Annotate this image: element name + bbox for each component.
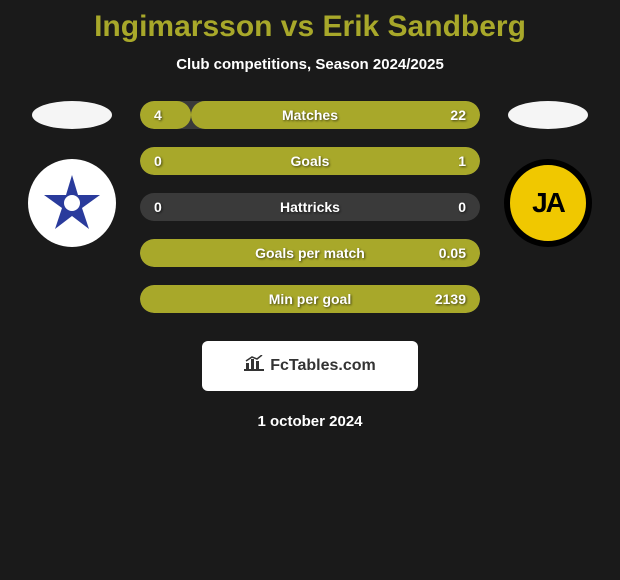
star-icon <box>42 173 102 233</box>
left-flag-icon <box>32 101 112 129</box>
stats-bars: 4 Matches 22 0 Goals 1 0 Hattricks 0 Goals per ma… <box>140 101 480 313</box>
right-flag-icon <box>508 101 588 129</box>
stat-label: Hattricks <box>280 199 340 215</box>
left-player-col <box>22 101 122 247</box>
chart-icon <box>244 355 264 378</box>
stat-right-value: 2139 <box>435 291 466 307</box>
subtitle: Club competitions, Season 2024/2025 <box>0 56 620 73</box>
page-title: Ingimarsson vs Erik Sandberg <box>0 10 620 44</box>
stat-label: Matches <box>282 107 338 123</box>
stat-right-value: 0 <box>458 199 466 215</box>
stat-left-value: 0 <box>154 199 162 215</box>
stat-left-value: 0 <box>154 153 162 169</box>
right-player-col: JA <box>498 101 598 247</box>
stat-right-value: 0.05 <box>439 245 466 261</box>
brand-text: FcTables.com <box>270 357 376 375</box>
stat-bar: 0 Hattricks 0 <box>140 193 480 221</box>
stat-label: Goals per match <box>255 245 365 261</box>
stat-right-value: 1 <box>458 153 466 169</box>
stat-fill-left <box>140 101 191 129</box>
stat-bar: Min per goal 2139 <box>140 285 480 313</box>
stat-bar: 0 Goals 1 <box>140 147 480 175</box>
comparison-area: 4 Matches 22 0 Goals 1 0 Hattricks 0 Goals per ma… <box>0 101 620 313</box>
left-club-badge <box>28 159 116 247</box>
stat-label: Goals <box>291 153 330 169</box>
right-club-badge: JA <box>504 159 592 247</box>
stat-left-value: 4 <box>154 107 162 123</box>
stat-bar: Goals per match 0.05 <box>140 239 480 267</box>
brand-footer[interactable]: FcTables.com <box>202 341 418 391</box>
stat-bar: 4 Matches 22 <box>140 101 480 129</box>
stat-right-value: 22 <box>450 107 466 123</box>
date-line: 1 october 2024 <box>0 413 620 430</box>
badge-right-letters: JA <box>532 187 564 219</box>
stat-label: Min per goal <box>269 291 351 307</box>
